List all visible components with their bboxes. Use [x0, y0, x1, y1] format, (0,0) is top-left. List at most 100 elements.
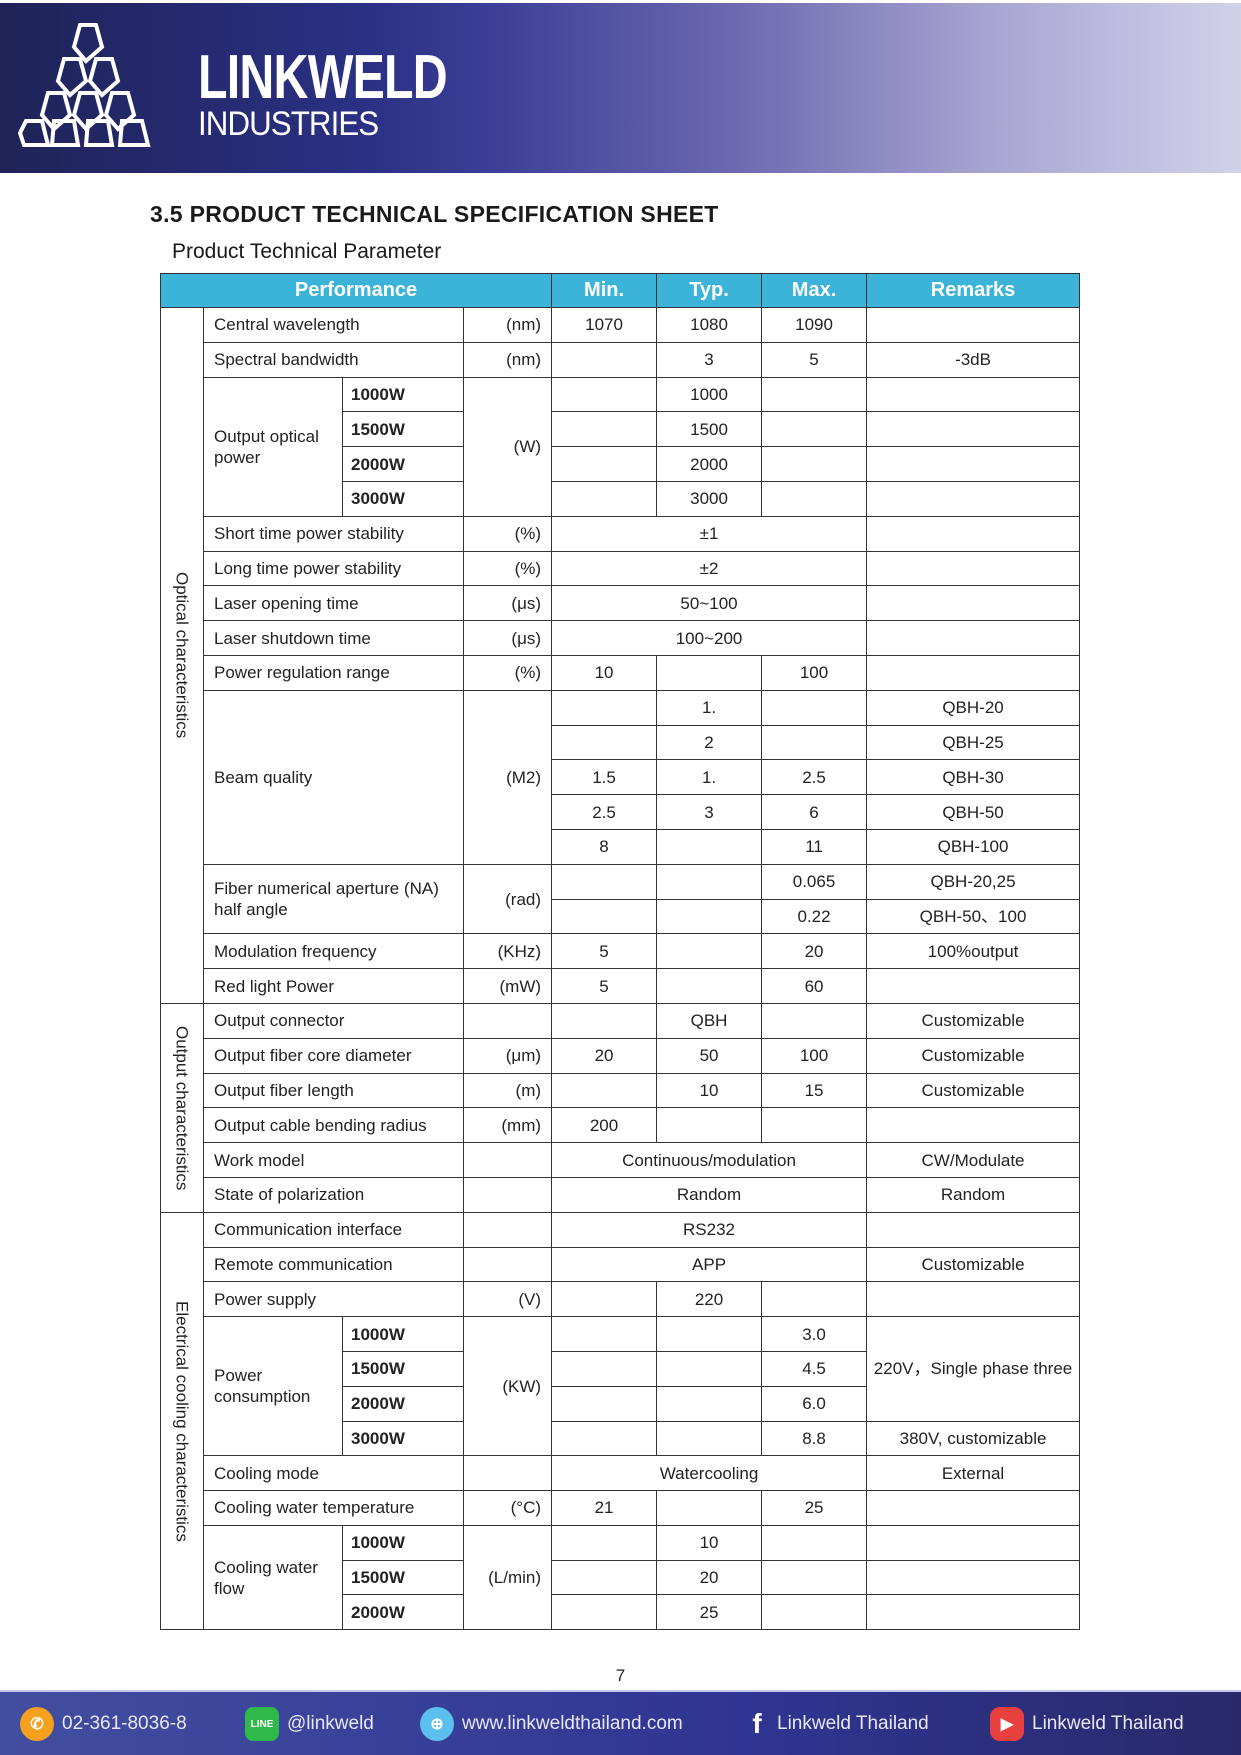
parameter-name: Output optical power [203, 376, 343, 517]
value-cell: 220 [656, 1281, 763, 1318]
value-cell: 50 [656, 1037, 763, 1074]
value-cell [761, 724, 868, 761]
value-cell [656, 863, 763, 900]
value-cell: 220V，Single phase three [866, 1316, 1081, 1422]
value-cell: QBH-25 [866, 724, 1081, 761]
parameter-name: Beam quality [203, 689, 464, 865]
value-cell [656, 1350, 763, 1387]
footer-label: Linkweld Thailand [1032, 1713, 1184, 1734]
table-row: Work model Continuous/modulation CW/Modula… [161, 1142, 1081, 1178]
table-row: Modulation frequency (KHz) 5 20 100%output [161, 933, 1081, 970]
value-cell: 100 [761, 1037, 868, 1074]
value-cell [761, 411, 868, 448]
value-cell: 6 [761, 794, 868, 830]
header-min: Min. [551, 273, 658, 308]
value-cell: 2.5 [551, 794, 658, 830]
section-title: 3.5 PRODUCT TECHNICAL SPECIFICATION SHEE… [150, 201, 719, 227]
value-cell [761, 1107, 868, 1144]
value-cell [866, 515, 1081, 552]
facebook-icon: f [752, 1708, 762, 1739]
value-cell [866, 654, 1081, 691]
footer-youtube[interactable]: ▶ Linkweld Thailand [990, 1707, 1184, 1741]
value-cell: 1. [656, 759, 763, 796]
value-cell [866, 1281, 1081, 1318]
unit-cell: (%) [462, 515, 553, 552]
value-cell: 21 [551, 1490, 658, 1526]
parameter-name: Short time power stability [203, 515, 464, 552]
unit-cell: (mm) [462, 1107, 553, 1144]
value-cell [551, 724, 658, 761]
value-cell: Random [866, 1176, 1081, 1213]
value-cell: QBH-30 [866, 759, 1081, 796]
table-row: Optical characteristics Central wavelengt… [160, 307, 1081, 1004]
table-row: Laser opening time (μs) 50~100 [161, 585, 1081, 622]
value-cell: 100~200 [551, 620, 868, 656]
unit-cell [462, 1455, 553, 1492]
value-cell [761, 376, 868, 413]
table-row: 2000W 25 [161, 1594, 1081, 1631]
value-cell: 10 [656, 1072, 763, 1109]
unit-cell: (mW) [462, 968, 553, 1004]
value-cell [866, 1211, 1081, 1248]
footer-facebook[interactable]: f Linkweld Thailand [745, 1707, 929, 1741]
footer-bar: ✆ 02-361-8036-8 LINE @linkweld ⊕ www.linkwe… [0, 1690, 1241, 1755]
table-row: 2 QBH-25 [161, 724, 1081, 761]
value-cell [551, 446, 658, 482]
power-variant: 1000W [342, 376, 464, 413]
value-cell: 25 [656, 1594, 763, 1631]
power-variant: 3000W [342, 1420, 464, 1457]
section-label: Optical characteristics [160, 307, 204, 1004]
value-cell [551, 1072, 658, 1109]
value-cell [551, 689, 658, 726]
value-cell [656, 933, 763, 970]
table-row: Power regulation range (%) 10 100 [161, 654, 1081, 691]
youtube-icon: ▶ [990, 1707, 1024, 1741]
value-cell [551, 480, 658, 517]
section-subtitle: Product Technical Parameter [172, 240, 442, 263]
value-cell [866, 1594, 1081, 1631]
footer-label: Linkweld Thailand [777, 1713, 929, 1734]
table-row: 2000W 6.0 [161, 1385, 1080, 1422]
footer-line[interactable]: LINE @linkweld [245, 1707, 374, 1741]
parameter-name: State of polarization [203, 1176, 464, 1213]
value-cell [551, 898, 658, 935]
table-row: Output characteristics Output connector QB… [160, 1002, 1081, 1213]
unit-cell: (μs) [462, 585, 553, 622]
value-cell [761, 1281, 868, 1318]
value-cell: Watercooling [551, 1455, 868, 1492]
value-cell: 3.0 [761, 1316, 868, 1352]
value-cell: 10 [551, 654, 658, 691]
parameter-name: Output fiber length [203, 1072, 464, 1109]
value-cell [761, 480, 868, 517]
table-row: Power consumption 1000W (KW) 3.0 220V，Single… [161, 1316, 1081, 1457]
parameter-name: Red light Power [203, 968, 464, 1004]
value-cell [866, 446, 1081, 482]
value-cell [866, 1107, 1081, 1144]
value-cell [551, 1350, 658, 1387]
parameter-name: Cooling mode [203, 1455, 464, 1492]
parameter-name: Output connector [203, 1002, 464, 1039]
value-cell: 15 [761, 1072, 868, 1109]
footer-label: @linkweld [287, 1713, 374, 1734]
value-cell: Customizable [866, 1246, 1081, 1283]
footer-website[interactable]: ⊕ www.linkweldthailand.com [420, 1707, 683, 1741]
value-cell [656, 1107, 763, 1144]
table-row: Electrical cooling characteristics Commun… [160, 1211, 1081, 1631]
power-variant: 2000W [342, 1385, 464, 1422]
footer-phone[interactable]: ✆ 02-361-8036-8 [20, 1707, 187, 1741]
table-header-row: Performance Min. Typ. Max. Remarks [159, 273, 1081, 308]
phone-icon: ✆ [20, 1707, 54, 1741]
unit-cell [462, 1142, 553, 1178]
parameter-name: Power supply [203, 1281, 464, 1318]
power-variant: 1000W [342, 1316, 464, 1352]
value-cell: 0.065 [761, 863, 868, 900]
parameter-name: Work model [203, 1142, 464, 1178]
table-row: Spectral bandwidth (nm) 3 5 -3dB [161, 341, 1081, 378]
value-cell: QBH-50、100 [866, 898, 1081, 935]
unit-cell: (V) [462, 1281, 553, 1318]
table-row: Cooling mode Watercooling External [161, 1455, 1081, 1492]
unit-cell: (KHz) [462, 933, 553, 970]
power-variant: 1500W [342, 411, 464, 448]
value-cell [866, 585, 1081, 622]
parameter-name: Fiber numerical aperture (NA) half angle [203, 863, 464, 935]
